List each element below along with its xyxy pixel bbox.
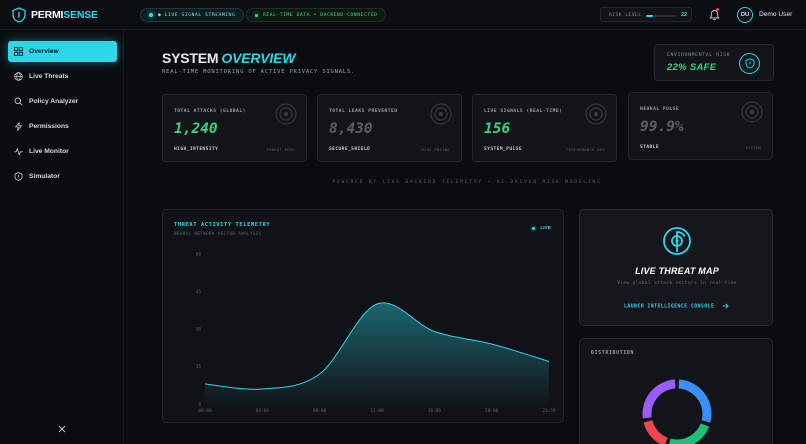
sidebar-item-live-threats[interactable]: Live Threats bbox=[8, 66, 117, 87]
shield-icon bbox=[14, 172, 23, 181]
donut-segment bbox=[669, 423, 710, 444]
stat-value: 156 bbox=[484, 121, 511, 137]
radar-signal-icon bbox=[663, 227, 691, 255]
environmental-risk-label: ENVIRONMENTAL RISK bbox=[667, 53, 731, 58]
stat-card-leaks-prevented: TOTAL LEAKS PREVENTED 8,430 SECURE_SHIEL… bbox=[317, 94, 462, 162]
risk-level-meter: RISK LEVEL 22 bbox=[600, 7, 692, 22]
threat-telemetry-card: THREAT ACTIVITY TELEMETRY NEURAL NETWORK… bbox=[162, 209, 564, 423]
chart-subtitle: NEURAL NETWORK VECTOR ANALYSIS bbox=[174, 231, 262, 236]
risk-level-label: RISK LEVEL bbox=[609, 12, 642, 18]
threat-map-subtitle: View global attack vectors in real-time bbox=[617, 281, 737, 286]
brand-logo[interactable]: PERMISENSE bbox=[31, 9, 98, 21]
page-subtitle: REAL-TIME MONITORING OF ACTIVE PRIVACY S… bbox=[162, 69, 356, 75]
x-tick-label: 16:00 bbox=[428, 408, 442, 414]
grid-icon bbox=[14, 47, 23, 56]
stat-card-live-signals: LIVE SIGNALS (REAL-TIME) 156 SYSTEM_PULS… bbox=[472, 94, 617, 162]
donut-segment bbox=[678, 379, 712, 423]
stat-card-total-attacks: TOTAL ATTACKS (GLOBAL) 1,240 HIGH_INTENS… bbox=[162, 94, 307, 162]
y-tick-label: 0 bbox=[198, 402, 201, 408]
x-tick-label: 04:00 bbox=[256, 408, 270, 414]
radar-icon bbox=[275, 103, 297, 125]
shield-logo-icon bbox=[12, 7, 26, 23]
radar-icon bbox=[741, 101, 763, 123]
live-indicator: LIVE bbox=[531, 226, 551, 231]
threat-map-title: LIVE THREAT MAP bbox=[635, 266, 719, 276]
radar-icon bbox=[430, 103, 452, 125]
y-tick-label: 15 bbox=[196, 364, 202, 370]
chart-title: THREAT ACTIVITY TELEMETRY bbox=[174, 222, 271, 228]
user-name[interactable]: Demo User bbox=[759, 11, 793, 18]
launch-console-link[interactable]: LAUNCH INTELLIGENCE CONSOLE bbox=[624, 303, 729, 310]
sidebar-item-label: Live Monitor bbox=[29, 148, 69, 155]
backend-status-pill: REAL-TIME DATA • BACKEND CONNECTED bbox=[246, 8, 387, 22]
top-bar: PERMISENSE ● LIVE SIGNAL STREAMING REAL-… bbox=[0, 0, 806, 30]
bell-icon[interactable] bbox=[709, 9, 720, 21]
sidebar-item-simulator[interactable]: Simulator bbox=[8, 166, 117, 187]
avatar[interactable]: DU bbox=[737, 7, 753, 23]
stat-value: 99.9% bbox=[640, 119, 684, 135]
threat-activity-chart: 0 15 30 45 60 00:00 04:00 08:00 12:00 16:00 20:00 2… bbox=[196, 252, 556, 415]
live-signal-pill: ● LIVE SIGNAL STREAMING bbox=[140, 8, 245, 22]
x-tick-label: 20:00 bbox=[485, 408, 499, 414]
x-tick-label: 12:00 bbox=[370, 408, 384, 414]
distribution-title: DISTRIBUTION bbox=[591, 351, 635, 356]
y-tick-label: 30 bbox=[196, 327, 202, 333]
live-threat-map-card[interactable]: LIVE THREAT MAP View global attack vecto… bbox=[579, 209, 773, 326]
sidebar-item-label: Simulator bbox=[29, 173, 60, 180]
powered-by-caption: POWERED BY LIVE BACKEND TELEMETRY + AI-D… bbox=[332, 180, 602, 185]
stat-value: 8,430 bbox=[329, 121, 373, 137]
sidebar-item-label: Permissions bbox=[29, 123, 69, 130]
environmental-risk-card: ENVIRONMENTAL RISK 22% SAFE bbox=[654, 44, 774, 81]
close-icon[interactable] bbox=[58, 425, 66, 433]
status-dot bbox=[149, 13, 153, 17]
sidebar-item-label: Live Threats bbox=[29, 73, 69, 80]
status-dot bbox=[255, 13, 258, 17]
status-dot bbox=[531, 226, 536, 231]
stat-card-neural-pulse: NEURAL PULSE 99.9% STABLE SYSTEM bbox=[628, 92, 773, 160]
x-tick-label: 23:59 bbox=[542, 408, 556, 414]
sidebar: Overview Live Threats Policy Analyzer Pe… bbox=[0, 30, 124, 444]
shield-badge-icon bbox=[739, 53, 760, 74]
x-tick-label: 00:00 bbox=[198, 408, 212, 414]
sidebar-item-policy-analyzer[interactable]: Policy Analyzer bbox=[8, 91, 117, 112]
donut-segment bbox=[642, 379, 676, 419]
y-tick-label: 60 bbox=[196, 252, 202, 258]
x-tick-label: 08:00 bbox=[313, 408, 327, 414]
sidebar-item-permissions[interactable]: Permissions bbox=[8, 116, 117, 137]
sidebar-item-label: Policy Analyzer bbox=[29, 98, 79, 105]
sidebar-item-label: Overview bbox=[29, 48, 59, 55]
search-icon bbox=[14, 97, 23, 106]
page-title: SYSTEM OVERVIEW bbox=[162, 50, 296, 66]
radar-icon bbox=[585, 103, 607, 125]
sidebar-item-overview[interactable]: Overview bbox=[8, 41, 117, 62]
risk-level-track bbox=[646, 14, 676, 17]
sidebar-item-live-monitor[interactable]: Live Monitor bbox=[8, 141, 117, 162]
globe-icon bbox=[14, 72, 23, 81]
bolt-icon bbox=[15, 122, 22, 131]
series-area bbox=[205, 302, 549, 404]
y-tick-label: 45 bbox=[196, 289, 202, 295]
environmental-risk-value: 22% SAFE bbox=[667, 62, 717, 73]
risk-level-value: 22 bbox=[681, 12, 688, 18]
distribution-donut-chart bbox=[642, 379, 712, 444]
distribution-card: DISTRIBUTION bbox=[579, 338, 773, 444]
pulse-icon bbox=[14, 148, 23, 156]
risk-level-fill bbox=[646, 14, 653, 17]
donut-segment bbox=[643, 420, 668, 444]
notification-dot bbox=[716, 8, 719, 11]
stat-value: 1,240 bbox=[174, 121, 218, 137]
arrow-right-icon bbox=[722, 303, 729, 309]
series-line bbox=[204, 302, 550, 390]
